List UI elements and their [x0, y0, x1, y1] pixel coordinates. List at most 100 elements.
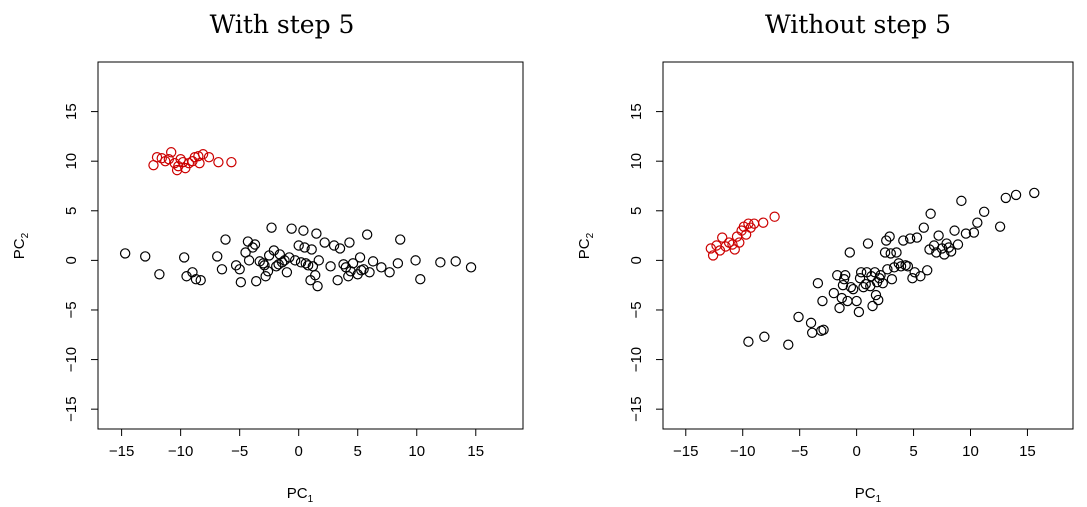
data-point-black [858, 281, 869, 293]
data-point-black [925, 208, 936, 219]
data-point-black [847, 283, 859, 295]
y-tick-label: 10 [628, 153, 645, 170]
data-point-red [203, 152, 215, 163]
data-point-black [332, 275, 343, 286]
data-point-black [817, 295, 828, 307]
data-point-black [216, 264, 228, 275]
data-point-black [220, 234, 231, 245]
x-axis-label-subscript: 1 [308, 494, 314, 505]
x-axis-label-main: PC [855, 485, 876, 502]
data-point-black [873, 294, 884, 306]
data-point-red [165, 147, 177, 158]
data-point-black [867, 300, 878, 312]
y-tick-label: −10 [628, 347, 645, 372]
data-point-red [707, 250, 719, 261]
data-point-black [904, 233, 916, 244]
data-point-black [884, 231, 895, 242]
data-point-black [328, 240, 340, 251]
data-point-black [875, 270, 886, 281]
data-point-black [262, 266, 274, 277]
x-tick-label: −10 [730, 443, 755, 460]
x-axis-label: PC1 [855, 485, 882, 505]
data-point-red [175, 154, 186, 165]
data-point-black [743, 336, 754, 347]
data-point-black [978, 206, 990, 217]
data-point-black [877, 277, 889, 289]
data-point-black [851, 295, 862, 307]
x-tick-label: 0 [295, 443, 303, 460]
data-point-black [249, 239, 261, 250]
data-point-black [243, 255, 255, 266]
y-tick-label: 0 [63, 256, 80, 264]
data-point-black [1000, 192, 1012, 204]
data-point-black [235, 277, 247, 288]
data-point-black [260, 271, 271, 282]
data-point-black [343, 271, 354, 282]
data-point-black [119, 248, 131, 259]
data-point-black [293, 240, 304, 251]
data-point-black [298, 225, 309, 236]
data-point-black [885, 248, 896, 259]
data-point-black [384, 267, 395, 278]
data-point-red [194, 157, 205, 169]
chart-title: Without step 5 [765, 10, 951, 39]
data-point-red [151, 152, 163, 163]
data-point-black [334, 243, 346, 254]
data-point-black [234, 264, 245, 275]
data-point-black [911, 232, 923, 243]
x-tick-label: −15 [673, 443, 698, 460]
data-point-black [837, 279, 849, 291]
data-point-black [259, 260, 270, 271]
data-point-black [882, 264, 893, 275]
y-tick-label: −15 [63, 396, 80, 421]
data-point-black [933, 230, 944, 241]
y-axis-label-subscript: 2 [585, 232, 596, 238]
plot-frame [662, 61, 1074, 430]
data-point-black [994, 221, 1006, 232]
data-point-black [195, 275, 206, 286]
data-point-black [945, 246, 957, 257]
data-point-red [748, 218, 760, 229]
data-point-black [266, 222, 277, 233]
data-point-black [354, 252, 366, 263]
data-point-black [435, 257, 446, 268]
data-point-black [949, 225, 960, 236]
data-point-black [956, 195, 967, 207]
y-tick-label: −5 [628, 301, 645, 318]
data-points [705, 187, 1040, 350]
y-ticks: −15 −10 −5 0 5 10 15 [63, 103, 98, 422]
data-point-black [812, 277, 824, 289]
x-tick-label: −10 [168, 443, 193, 460]
y-tick-label: 15 [63, 103, 80, 120]
data-point-black [838, 274, 850, 285]
scatter-panel-with-step-5: With step 5 −15 −10 −5 0 5 10 15 −15 −10 −5 0 5 10 1… [11, 10, 524, 505]
y-axis-label: PC2 [11, 232, 31, 259]
y-ticks: −15 −10 −5 0 5 10 15 [628, 103, 663, 422]
data-point-black [818, 324, 829, 336]
data-point-red [758, 217, 769, 228]
data-point-black [312, 280, 323, 292]
data-point-black [319, 237, 330, 248]
data-point-black [805, 317, 817, 329]
data-point-black [154, 269, 165, 280]
data-point-black [289, 255, 301, 266]
data-point-black [1010, 189, 1022, 201]
y-tick-label: −10 [63, 347, 80, 372]
y-tick-label: 5 [63, 207, 80, 215]
data-point-black [840, 270, 851, 281]
data-point-black [844, 247, 855, 258]
y-axis-label-main: PC [576, 238, 593, 259]
data-point-black [842, 295, 853, 307]
data-point-black [806, 327, 818, 338]
data-point-black [855, 267, 867, 278]
y-tick-label: 0 [628, 256, 645, 264]
data-point-black [915, 271, 926, 282]
data-point-black [395, 234, 406, 245]
data-point-red [193, 151, 204, 162]
data-point-black [845, 281, 857, 293]
y-axis-label: PC2 [576, 232, 596, 259]
data-point-black [347, 258, 359, 269]
x-axis-label: PC1 [287, 485, 314, 505]
data-point-black [247, 242, 258, 253]
